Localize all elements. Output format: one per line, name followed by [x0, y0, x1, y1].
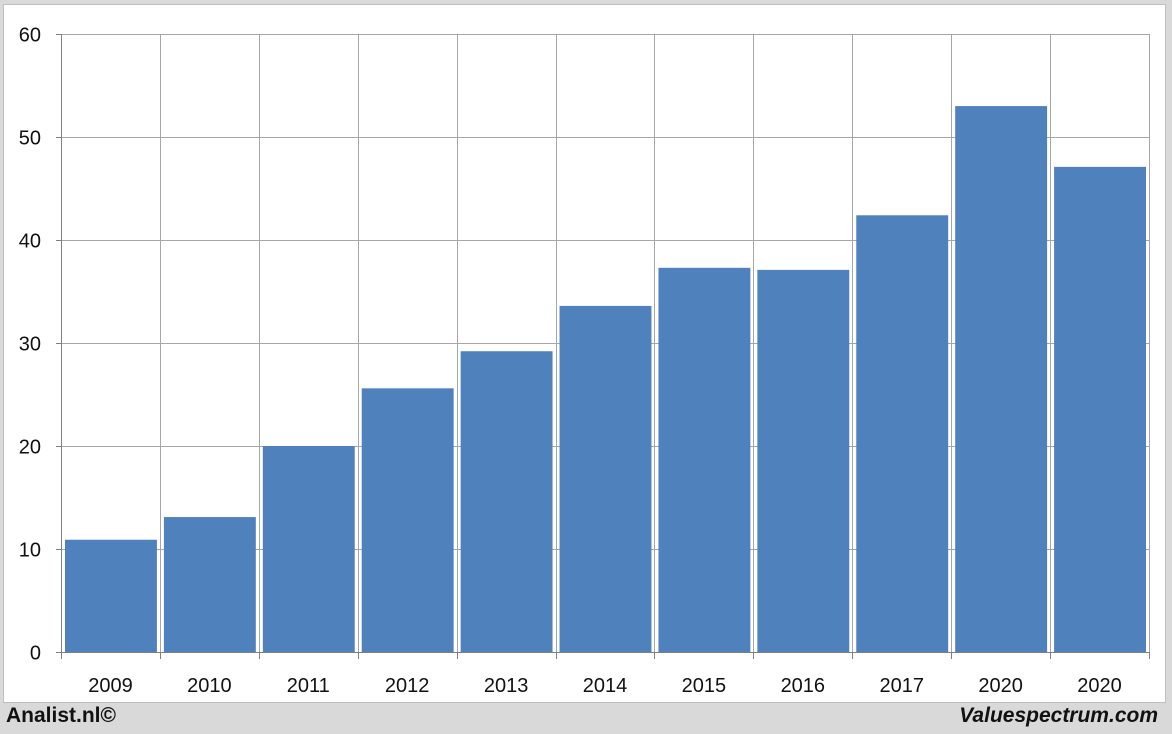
bar-2016-7 [757, 269, 850, 652]
y-tick-label: 50 [19, 128, 41, 150]
x-tick-label: 2020 [978, 675, 1023, 697]
x-tick-label: 2013 [484, 675, 529, 697]
analist-credit: Analist.nl© [6, 704, 116, 727]
y-tick-label: 10 [19, 540, 41, 562]
bar-2009-0 [65, 539, 157, 652]
bar-2020-10 [1054, 166, 1146, 652]
bar-2011-2 [262, 446, 355, 652]
bar-2014-5 [559, 305, 652, 652]
x-tick-label: 2009 [88, 675, 133, 697]
bar-2020-9 [955, 106, 1048, 653]
x-tick-label: 2016 [781, 675, 826, 697]
x-tick-label: 2010 [187, 675, 232, 697]
x-tick-label: 2015 [682, 675, 727, 697]
bar-2015-6 [658, 267, 751, 652]
valuespectrum-credit: Valuespectrum.com [959, 704, 1158, 727]
x-tick-label: 2017 [879, 675, 924, 697]
y-tick-label: 40 [19, 231, 41, 253]
bar-2017-8 [856, 215, 949, 652]
y-tick-label: 0 [30, 643, 41, 665]
x-tick-label: 2011 [287, 675, 330, 697]
bar-2012-3 [361, 388, 454, 652]
y-tick-label: 20 [19, 437, 41, 459]
y-tick-label: 30 [19, 334, 41, 356]
x-tick-label: 2012 [385, 675, 430, 697]
x-tick-label: 2020 [1077, 675, 1122, 697]
bar-2010-1 [163, 517, 256, 652]
y-tick-label: 60 [19, 25, 41, 47]
x-tick-label: 2014 [583, 675, 628, 697]
bar-2013-4 [460, 351, 553, 652]
